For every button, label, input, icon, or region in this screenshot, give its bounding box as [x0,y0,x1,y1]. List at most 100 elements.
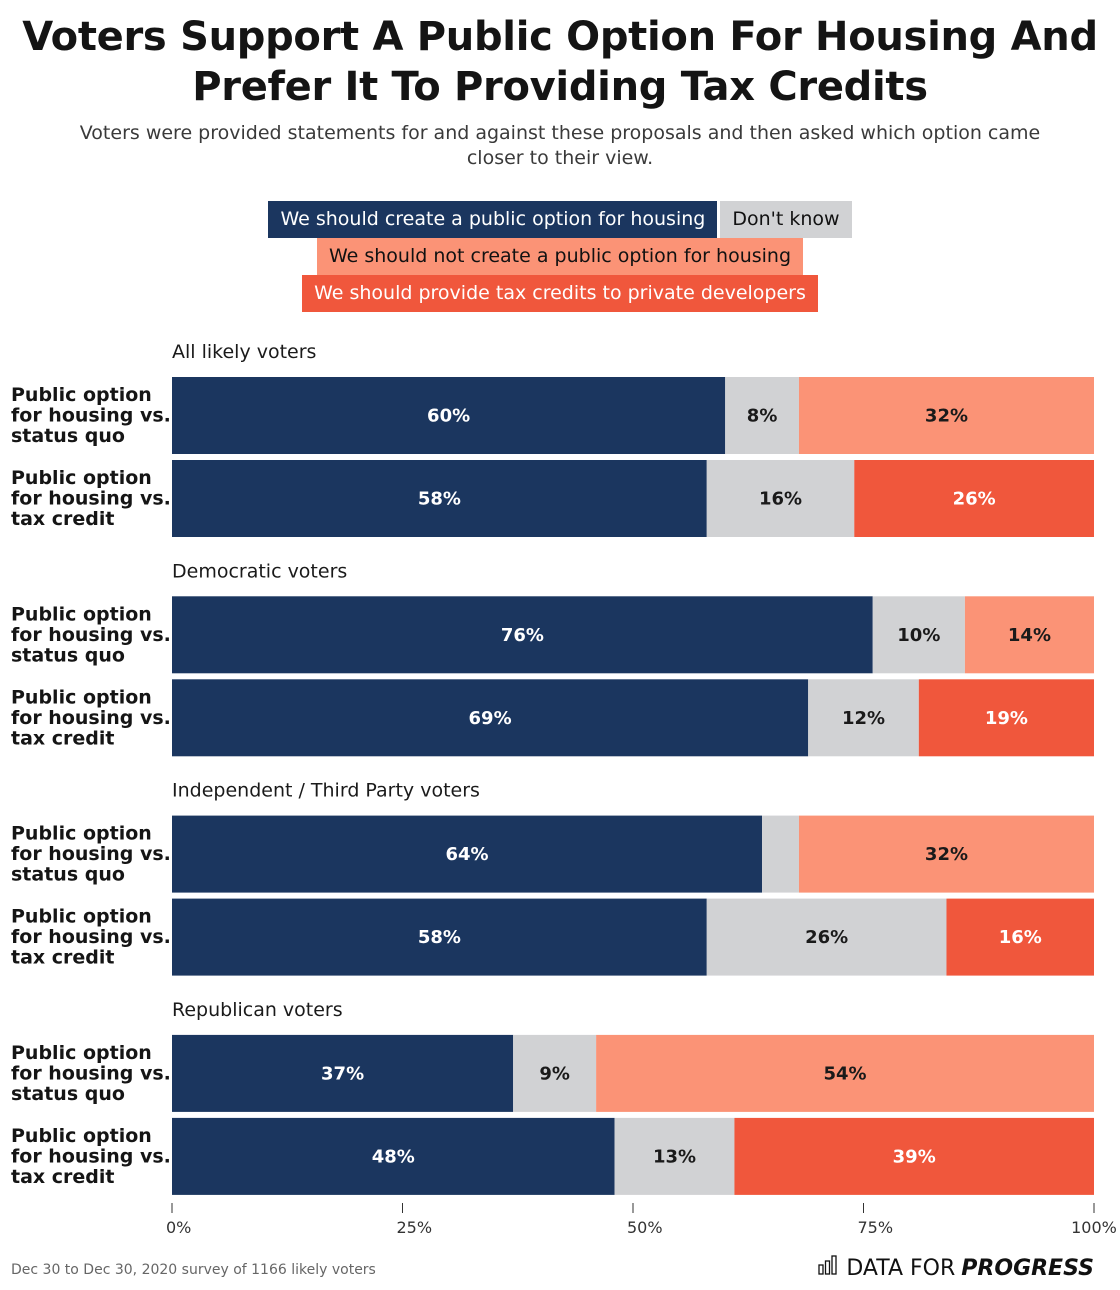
survey-note: Dec 30 to Dec 30, 2020 survey of 1166 li… [11,1262,376,1278]
row-label-line: Public option [11,906,152,928]
row-label-line: Public option [11,384,152,406]
row-label-line: status quo [11,644,125,666]
legend-item-not-create-public-option: We should not create a public option for… [316,238,804,275]
row-label-line: Public option [11,686,152,708]
legend-item-create-public-option: We should create a public option for hou… [268,201,718,238]
x-tick-label: 50% [627,1218,663,1237]
brand-logo: DATA FOR PROGRESS [818,1255,1094,1281]
row-label-line: for housing vs. [11,1062,171,1084]
row-label: Public option for housing vs. tax credit [11,467,171,530]
bar-segment-yes [172,377,726,454]
data-label-tax: 26% [953,489,996,510]
x-tick-label: 25% [397,1218,433,1237]
row-label-line: tax credit [11,1166,115,1188]
row-label: Public option for housing vs. status quo [11,823,171,886]
bar-segment-yes [172,1117,615,1195]
chart-subtitle-line-2: closer to their view. [466,147,654,169]
bar-segment-yes [172,1034,514,1112]
x-tick-label: 75% [858,1218,894,1237]
bar-segment-yes [172,679,809,757]
chart-legend: We should create a public option for hou… [0,201,1120,312]
brand-name-light: DATA FOR [846,1255,956,1281]
data-label-no: 14% [1008,625,1051,646]
chart-subtitle-line-1: Voters were provided statements for and … [79,122,1041,144]
legend-item-tax-credits: We should provide tax credits to private… [302,275,818,312]
data-label-tax: 19% [985,708,1028,729]
group-label: Independent / Third Party voters [172,780,480,802]
bar-segment-dk [872,596,965,674]
row-label-line: status quo [11,1083,125,1105]
bar-segment-yes [172,596,873,674]
bar-segment-dk [725,377,799,454]
row-label: Public option for housing vs. status quo [11,384,171,447]
brand-name-bold: PROGRESS [961,1255,1094,1281]
row-label-line: for housing vs. [11,1145,171,1167]
bar-chart-logo-icon [818,1255,838,1281]
row-label-line: for housing vs. [11,488,171,510]
row-label-line: Public option [11,1125,152,1147]
row-label-line: tax credit [11,947,115,969]
bar-segment-dk [706,460,855,537]
row-label: Public option for housing vs. tax credit [11,686,171,749]
bar-segment-no [596,1034,1094,1112]
chart-title: Voters Support A Public Option For Housi… [0,12,1120,112]
data-label-yes: 69% [469,708,512,729]
bar-segment-tax [918,679,1094,757]
bar-segment-tax [946,898,1094,976]
data-label-dk: 12% [842,708,885,729]
bar-segment-tax [854,460,1094,537]
chart-title-line-2: Prefer It To Providing Tax Credits [192,64,928,110]
bar-segment-no [798,815,1094,893]
bar-segment-dk [513,1034,597,1112]
data-label-yes: 58% [418,927,461,948]
row-label-line: Public option [11,823,152,845]
data-label-no: 32% [925,844,968,865]
x-tick-label: 100% [1071,1218,1117,1237]
data-label-yes: 60% [427,406,470,427]
row-label-line: tax credit [11,508,115,530]
legend-item-dont-know: Don't know [720,201,852,238]
row-label-line: status quo [11,425,125,447]
data-label-yes: 64% [445,844,488,865]
data-label-dk: 16% [759,489,802,510]
bar-segment-no [964,596,1094,674]
bar-segment-tax [734,1117,1094,1195]
bar-segment-dk [706,898,947,976]
data-label-dk: 26% [805,927,848,948]
row-label-line: Public option [11,467,152,489]
row-label-line: for housing vs. [11,405,171,427]
bar-segment-dk [762,815,799,893]
data-label-yes: 58% [418,489,461,510]
data-label-yes: 76% [501,625,544,646]
group-label: Republican voters [172,999,343,1021]
data-label-tax: 39% [893,1146,936,1167]
bar-segment-dk [614,1117,735,1195]
data-label-no: 54% [824,1063,867,1084]
row-label-line: for housing vs. [11,843,171,865]
row-label-line: tax credit [11,727,115,749]
group-label: All likely voters [172,341,316,363]
row-label: Public option for housing vs. tax credit [11,906,171,969]
data-label-no: 32% [925,406,968,427]
row-label: Public option for housing vs. status quo [11,1042,171,1105]
chart-title-line-1: Voters Support A Public Option For Housi… [22,14,1098,60]
group-label: Democratic voters [172,560,347,582]
data-label-dk: 9% [539,1063,570,1084]
data-label-dk: 10% [897,625,940,646]
row-label-line: status quo [11,864,125,886]
row-label-line: for housing vs. [11,624,171,646]
row-label-line: for housing vs. [11,707,171,729]
row-label-line: for housing vs. [11,926,171,948]
row-label-line: Public option [11,603,152,625]
x-tick-label: 0% [166,1218,191,1237]
data-label-dk: 8% [747,406,778,427]
data-label-dk: 13% [653,1146,696,1167]
data-label-yes: 48% [372,1146,415,1167]
row-label: Public option for housing vs. status quo [11,603,171,666]
bar-segment-yes [172,898,707,976]
data-label-tax: 16% [999,927,1042,948]
data-label-yes: 37% [321,1063,364,1084]
chart-subtitle: Voters were provided statements for and … [10,121,1110,171]
bar-segment-yes [172,460,707,537]
